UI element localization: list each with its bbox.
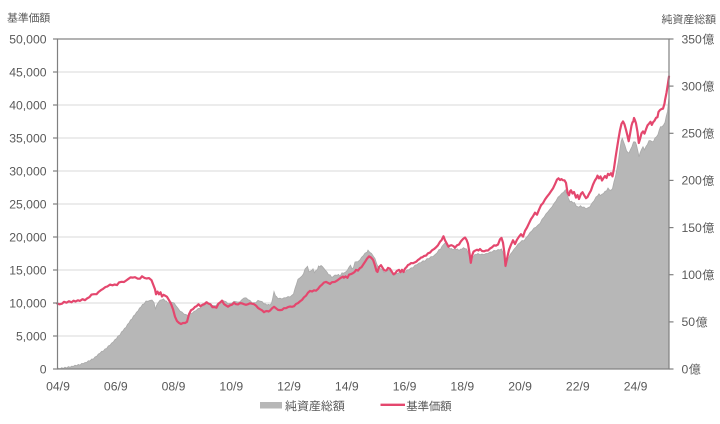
svg-text:300: 300	[682, 79, 703, 93]
svg-text:12/9: 12/9	[277, 380, 301, 394]
svg-text:0: 0	[682, 362, 689, 376]
svg-text:10/9: 10/9	[219, 380, 243, 394]
svg-text:50: 50	[682, 315, 696, 329]
svg-text:0: 0	[40, 362, 47, 376]
svg-text:250: 250	[682, 127, 703, 141]
svg-text:06/9: 06/9	[104, 380, 128, 394]
svg-text:100: 100	[682, 268, 703, 282]
svg-text:30,000: 30,000	[9, 164, 46, 178]
svg-text:14/9: 14/9	[335, 380, 359, 394]
svg-text:5,000: 5,000	[16, 329, 47, 343]
svg-text:04/9: 04/9	[46, 380, 70, 394]
svg-text:22/9: 22/9	[566, 380, 590, 394]
svg-text:25,000: 25,000	[9, 197, 46, 211]
svg-text:150: 150	[682, 221, 703, 235]
svg-text:16/9: 16/9	[393, 380, 417, 394]
svg-text:350: 350	[682, 32, 703, 46]
svg-text:40,000: 40,000	[9, 98, 46, 112]
svg-text:35,000: 35,000	[9, 131, 46, 145]
svg-text:24/9: 24/9	[624, 380, 648, 394]
svg-text:45,000: 45,000	[9, 65, 46, 79]
svg-text:18/9: 18/9	[450, 380, 474, 394]
svg-text:20/9: 20/9	[508, 380, 532, 394]
svg-text:200: 200	[682, 174, 703, 188]
svg-text:20,000: 20,000	[9, 230, 46, 244]
svg-text:08/9: 08/9	[162, 380, 186, 394]
svg-text:15,000: 15,000	[9, 263, 46, 277]
svg-text:10,000: 10,000	[9, 296, 46, 310]
svg-text:50,000: 50,000	[9, 32, 46, 46]
